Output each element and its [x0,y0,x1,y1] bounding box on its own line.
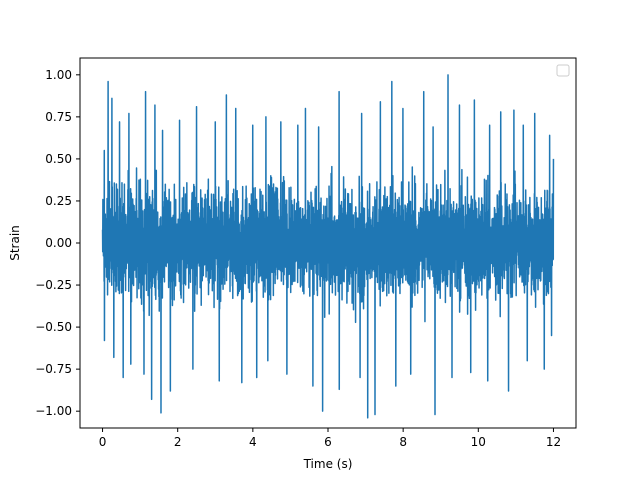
y-tick-label: 0.50 [45,152,72,166]
y-tick-label: −1.00 [35,404,72,418]
x-tick-label: 2 [174,435,182,449]
y-tick-label: 1.00 [45,68,72,82]
y-axis: −1.00 −0.75 −0.50 −0.25 0.00 0.25 0.50 0.75 1.00 [35,68,80,418]
legend [556,64,570,77]
y-axis-label: Strain [8,225,22,261]
x-tick-label: 0 [99,435,107,449]
y-tick-label: −0.50 [35,320,72,334]
x-tick-label: 4 [249,435,257,449]
x-tick-label: 12 [546,435,561,449]
x-axis-label: Time (s) [303,457,353,471]
series-layer [101,74,555,419]
y-tick-label: 0.00 [45,236,72,250]
x-axis: 0 2 4 6 8 10 12 [99,428,561,449]
y-tick-label: −0.25 [35,278,72,292]
x-tick-label: 10 [471,435,486,449]
plot-area [101,74,555,419]
y-tick-label: 0.25 [45,194,72,208]
x-tick-label: 6 [324,435,332,449]
y-tick-label: 0.75 [45,110,72,124]
series-line [101,74,555,419]
y-tick-label: −0.75 [35,362,72,376]
x-tick-label: 8 [399,435,407,449]
